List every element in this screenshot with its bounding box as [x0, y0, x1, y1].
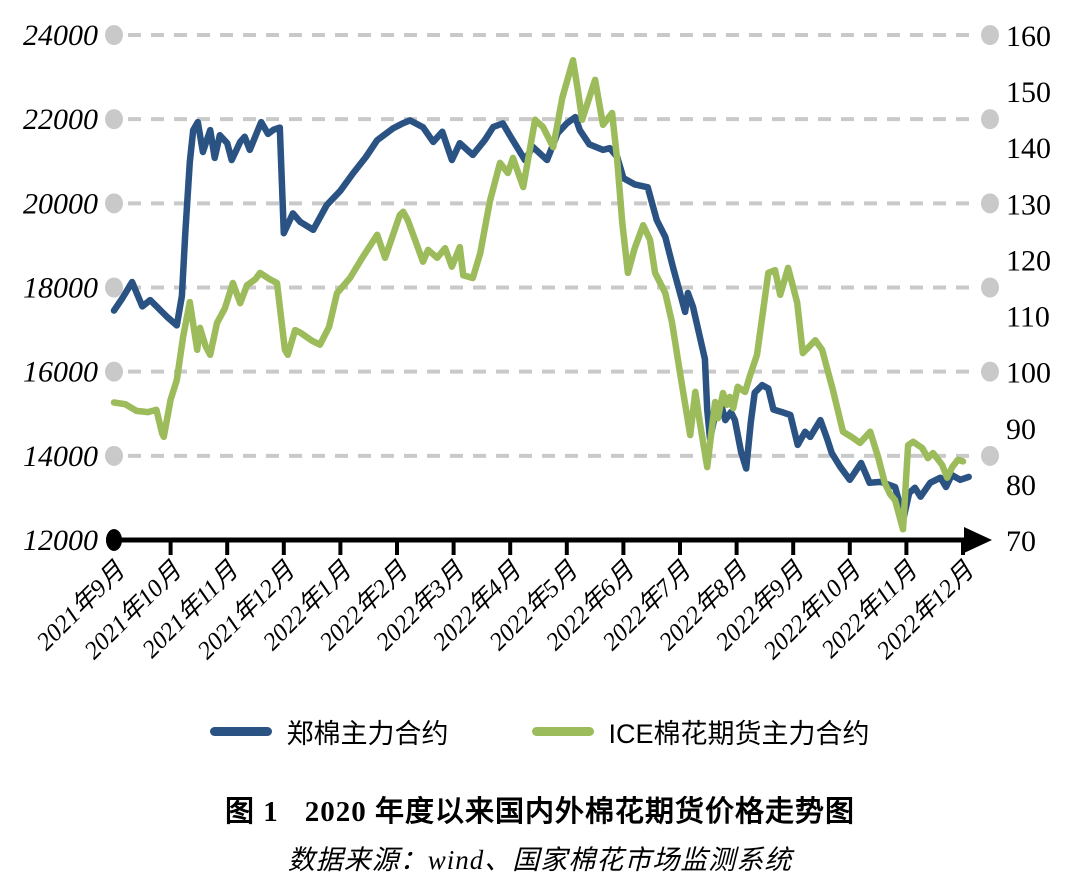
- figure-source: 数据来源：wind、国家棉花市场监测系统: [287, 845, 793, 875]
- y-left-tick-label: 24000: [23, 19, 98, 52]
- y-right-tick-label: 100: [1006, 357, 1051, 390]
- gridlines: [105, 25, 999, 466]
- y-left-tick-label: 18000: [23, 272, 98, 305]
- y-right-tick-label: 70: [1006, 525, 1036, 558]
- x-axis-labels: 2021年9月2021年10月2021年11月2021年12月2022年1月20…: [31, 556, 980, 665]
- y-right-tick-label: 160: [1006, 20, 1051, 53]
- ice-line-swatch: [532, 727, 595, 736]
- price-chart: 24000 22000 20000 18000 16000 14000 12000 160 15…: [23, 19, 1051, 665]
- legend-label-ice: ICE棉花期货主力合约: [608, 719, 870, 749]
- y-right-tick-label: 120: [1006, 244, 1051, 277]
- legend-item-zheng: 郑棉主力合约: [210, 712, 448, 751]
- y-left-tick-label: 22000: [23, 103, 98, 136]
- chart-legend: 郑棉主力合约 ICE棉花期货主力合约: [0, 712, 1080, 751]
- y-left-tick-label: 14000: [23, 440, 98, 473]
- y-right-tick-label: 150: [1006, 76, 1051, 109]
- figure-caption-title: 2020 年度以来国内外棉花期货价格走势图: [304, 796, 856, 828]
- series-line-1: [110, 57, 967, 533]
- y-right-tick-label: 110: [1006, 301, 1050, 334]
- series-line-0: [110, 113, 972, 522]
- y-right-tick-label: 90: [1006, 413, 1036, 446]
- y-right-tick-label: 80: [1006, 469, 1036, 502]
- y-left-tick-label: 16000: [23, 356, 98, 389]
- y-right-tick-label: 140: [1006, 132, 1051, 165]
- y-left-tick-label: 12000: [23, 524, 98, 557]
- legend-item-ice: ICE棉花期货主力合约: [532, 712, 870, 751]
- zheng-line-swatch: [210, 727, 273, 736]
- figure-caption: 图 1 2020 年度以来国内外棉花期货价格走势图: [0, 788, 1080, 830]
- legend-label-zheng: 郑棉主力合约: [286, 719, 449, 749]
- y-right-tick-label: 130: [1006, 188, 1051, 221]
- y-axis-left-labels: 24000 22000 20000 18000 16000 14000 12000: [23, 19, 98, 557]
- y-left-tick-label: 20000: [23, 187, 98, 220]
- x-axis: [106, 527, 992, 555]
- figure-caption-number: 图 1: [224, 796, 279, 828]
- y-axis-right-labels: 160 150 140 130 120 110 100 90 80 70: [1006, 20, 1051, 558]
